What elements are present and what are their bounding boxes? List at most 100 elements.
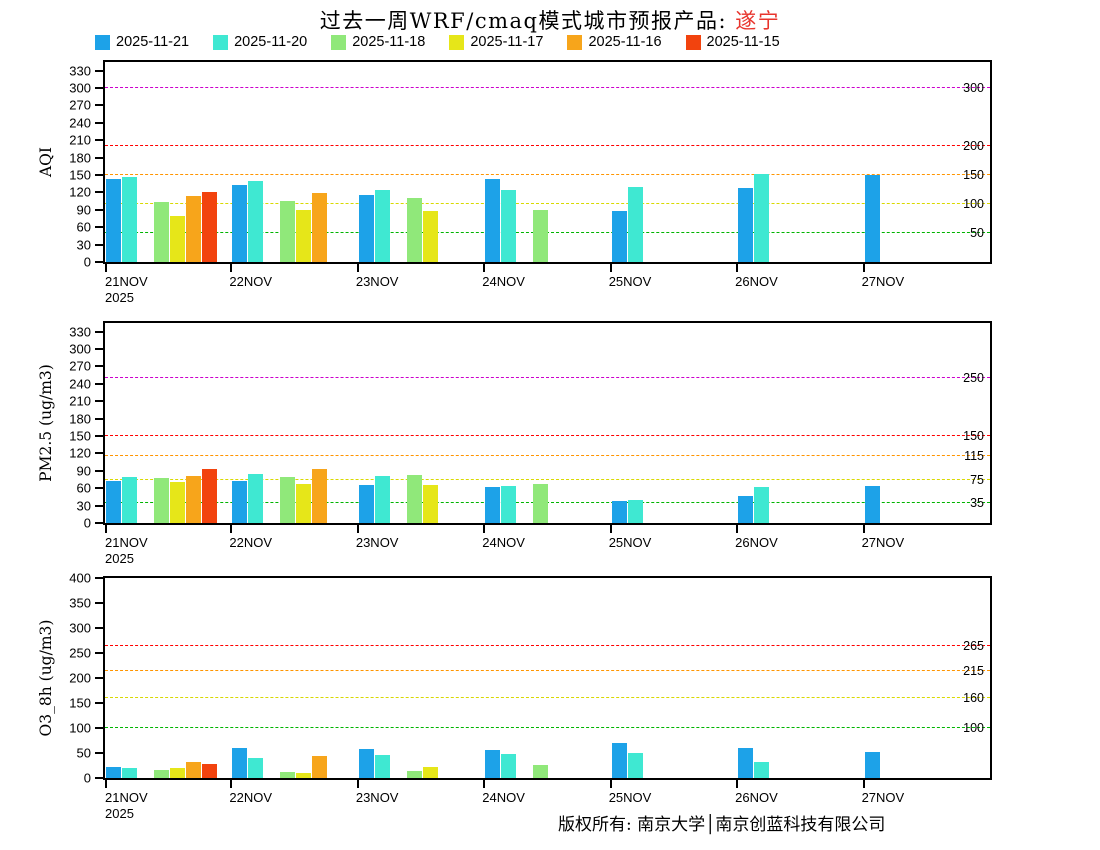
y-axis-title-o3_8h: O3_8h (ug/m3) [37,619,55,737]
x-tick-label: 23NOV [355,274,399,289]
ref-label-160: 160 [963,691,984,705]
x-tick [483,780,486,788]
x-tick-label: 21NOV [105,535,148,550]
ref-label-50: 50 [970,226,984,240]
ref-label-200: 200 [963,139,984,154]
legend-swatch [95,34,110,50]
bar [501,190,517,262]
legend-item: 2025-11-17 [449,34,543,50]
bar [312,469,328,523]
x-tick-label: 23NOV [355,790,399,805]
y-tick [95,191,103,194]
y-tick [95,452,103,455]
bar [611,210,627,262]
bar [248,758,264,778]
legend-item: 2025-11-15 [685,34,780,50]
chart-o3_8h: O3_8h (ug/m3) 100 160 215 265 0 50 100 150 200 250… [37,571,992,821]
legend-item: 2025-11-21 [95,34,189,50]
legend-label: 2025-11-15 [706,34,780,50]
bar [122,768,137,778]
bar [501,753,517,778]
legend-label: 2025-11-20 [234,34,308,50]
y-tick [95,469,103,472]
bar [533,210,549,262]
x-tick-year: 2025 [105,551,134,566]
ref-label-75: 75 [970,472,984,487]
x-tick-label: 21NOV [105,274,148,289]
bar [422,766,438,778]
x-tick [230,525,233,533]
x-tick [105,780,107,788]
y-tick [95,104,103,107]
y-tick-label: 0 [83,770,91,786]
bar [106,178,121,262]
y-tick [95,652,103,654]
bar [202,192,217,262]
ref-line-300 [105,87,990,89]
y-tick-label: 400 [69,570,91,586]
ref-label-300: 300 [963,81,984,96]
y-tick-label: 0 [83,254,91,270]
bar [374,189,390,262]
y-tick [95,261,103,263]
ref-label-150: 150 [963,429,984,444]
y-tick-label: 200 [69,670,91,686]
x-tick [483,525,486,533]
bar [232,185,248,262]
x-tick-label: 22NOV [229,535,273,550]
x-tick-label: 25NOV [608,535,652,550]
legend-item: 2025-11-20 [213,34,307,50]
bar [422,210,438,262]
bar [501,486,517,523]
x-tick [230,264,233,272]
y-tick-label: 270 [69,358,91,374]
x-tick-label: 24NOV [482,274,525,289]
bar [406,198,422,262]
bar [738,748,754,778]
x-tick-label: 25NOV [608,274,652,289]
legend-swatch [213,34,229,50]
bar [280,477,296,523]
x-tick-label: 27NOV [861,790,905,805]
y-tick-label: 120 [69,184,91,200]
x-tick [736,264,739,272]
ref-label-150: 150 [963,168,984,183]
y-tick [95,752,103,754]
y-tick-label: 0 [83,515,91,531]
bar [533,765,549,778]
ref-line-265 [105,644,990,646]
ref-line-150 [105,435,990,437]
y-tick-label: 300 [69,80,91,96]
x-tick [356,264,359,272]
bar [738,188,754,262]
x-tick [105,525,107,533]
x-tick [609,525,612,533]
ref-label-100: 100 [963,721,984,735]
bar [422,484,438,523]
x-tick [356,525,359,533]
ref-line-200 [105,145,990,147]
y-tick-label: 180 [69,150,91,166]
y-tick-label: 90 [76,463,91,479]
y-tick-label: 150 [69,695,91,711]
bar [202,763,217,778]
y-tick [95,435,103,438]
x-tick-label: 26NOV [735,274,778,289]
x-tick-label: 25NOV [608,790,652,805]
y-tick [95,139,103,142]
y-tick-label: 300 [69,620,91,636]
y-tick [95,522,103,524]
bar [754,761,770,778]
y-tick-label: 270 [69,97,91,113]
x-tick-label: 22NOV [229,274,273,289]
y-tick [95,504,103,507]
bar [154,478,169,523]
legend-item: 2025-11-16 [567,34,662,50]
bar [864,752,880,778]
y-tick [95,365,103,368]
bar [406,771,422,778]
y-tick [95,382,103,385]
x-tick [609,264,612,272]
x-tick-label: 24NOV [482,535,525,550]
bar [248,474,264,523]
